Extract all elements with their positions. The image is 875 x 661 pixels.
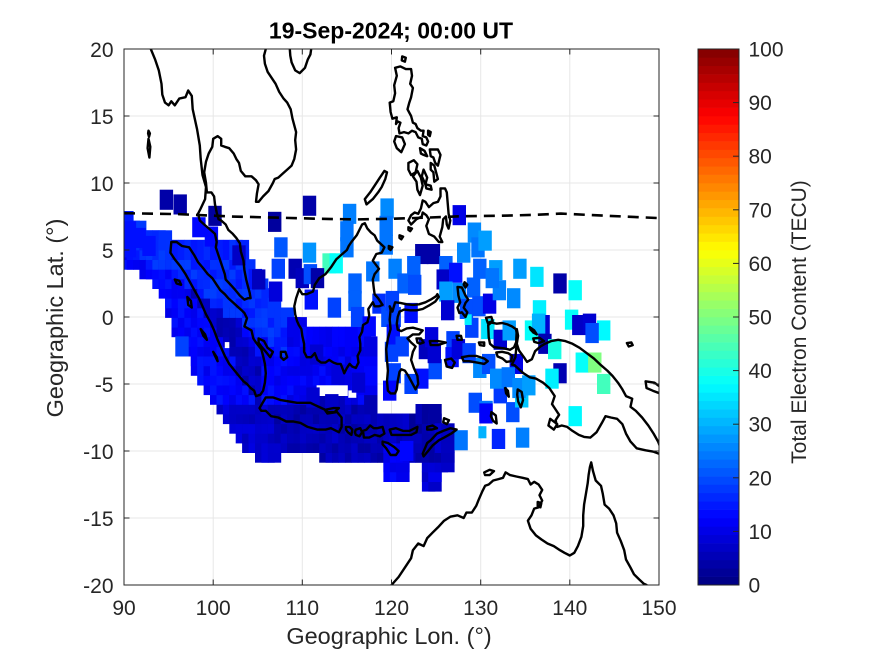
svg-text:5: 5 xyxy=(102,240,114,263)
svg-text:50: 50 xyxy=(749,307,772,330)
svg-text:70: 70 xyxy=(749,199,772,222)
svg-text:20: 20 xyxy=(90,39,113,62)
svg-text:110: 110 xyxy=(286,597,319,620)
svg-text:120: 120 xyxy=(374,597,409,620)
svg-text:-10: -10 xyxy=(83,441,113,464)
svg-text:100: 100 xyxy=(749,39,784,62)
svg-text:40: 40 xyxy=(749,360,772,383)
svg-text:Geographic Lon. (°): Geographic Lon. (°) xyxy=(286,623,491,649)
svg-text:-15: -15 xyxy=(83,508,113,531)
svg-text:100: 100 xyxy=(196,597,231,620)
svg-text:60: 60 xyxy=(749,253,772,276)
svg-text:90: 90 xyxy=(749,92,772,115)
svg-text:90: 90 xyxy=(112,597,135,620)
svg-text:80: 80 xyxy=(749,146,772,169)
svg-text:0: 0 xyxy=(749,575,761,598)
svg-text:Geographic Lat. (°): Geographic Lat. (°) xyxy=(42,219,68,418)
svg-text:150: 150 xyxy=(641,597,676,620)
svg-text:0: 0 xyxy=(102,307,114,330)
svg-text:20: 20 xyxy=(749,467,772,490)
svg-text:19-Sep-2024; 00:00 UT: 19-Sep-2024; 00:00 UT xyxy=(269,18,513,44)
svg-text:10: 10 xyxy=(90,173,113,196)
svg-text:-20: -20 xyxy=(83,575,113,598)
svg-text:140: 140 xyxy=(552,597,587,620)
svg-text:-5: -5 xyxy=(95,374,114,397)
svg-text:15: 15 xyxy=(90,106,113,129)
svg-text:Total Electron Content (TECU): Total Electron Content (TECU) xyxy=(788,180,811,464)
svg-text:30: 30 xyxy=(749,414,772,437)
svg-text:130: 130 xyxy=(463,597,498,620)
svg-text:10: 10 xyxy=(749,521,772,544)
